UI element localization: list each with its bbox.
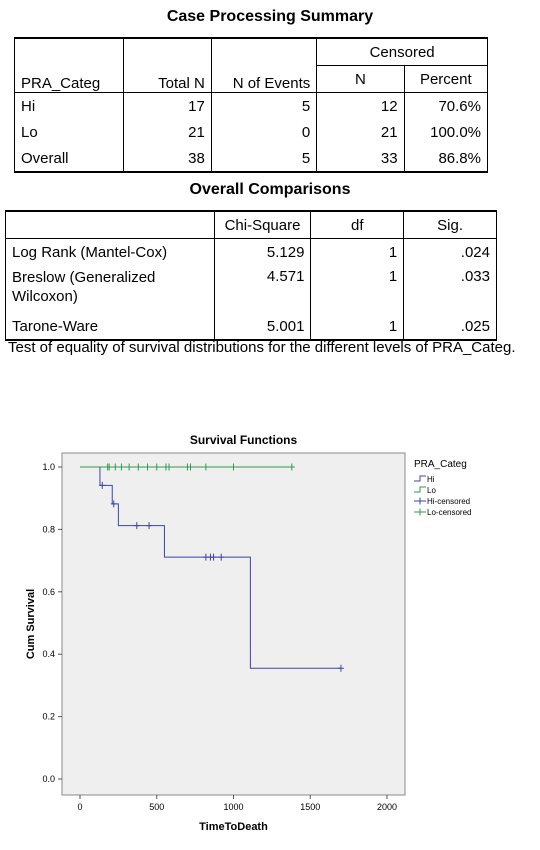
col-header-censored: Censored — [316, 37, 488, 66]
case-summary-header-row-2: N Percent — [15, 65, 489, 93]
col-header-df: df — [310, 210, 405, 239]
chart-title: Survival Functions — [190, 433, 298, 447]
cell-df: 1 — [310, 238, 405, 265]
y-tick-label: 0.2 — [42, 712, 55, 722]
survival-chart: Survival Functions 0.0 0.2 0.4 0.6 0.8 1.0 0 500… — [0, 425, 540, 845]
lo-censored-mark — [187, 463, 194, 471]
cell-df: 1 — [310, 265, 405, 313]
y-axis-label: Cum Survival — [25, 589, 37, 659]
hi-censored-mark — [218, 553, 225, 561]
row-label: Hi — [13, 92, 125, 119]
col-header-group: PRA_Categ — [13, 37, 125, 93]
lo-censored-mark — [112, 463, 119, 471]
lo-censored-mark — [135, 463, 142, 471]
table-row: Log Rank (Mantel-Cox) 5.129 1 .024 — [5, 238, 497, 265]
cell-chi: 5.001 — [213, 313, 312, 341]
case-summary-table: PRA_Categ Total N N of Events Censored N… — [13, 37, 489, 173]
cell-chi: 4.571 — [213, 265, 312, 313]
series-line-hi — [80, 466, 341, 669]
legend-swatch — [414, 486, 426, 493]
hi-censored-mark — [337, 664, 344, 672]
y-tick-label: 0.4 — [42, 649, 55, 659]
legend-swatch — [414, 508, 426, 516]
hi-censored-mark — [210, 553, 217, 561]
x-tick-label: 0 — [77, 802, 82, 812]
table-row: Overall 38 5 33 86.8% — [13, 145, 489, 173]
col-header-cens-n: N — [316, 65, 405, 93]
cell-total: 21 — [123, 119, 212, 145]
legend-entry: Hi-censored — [427, 497, 470, 506]
x-tick-label: 1000 — [223, 802, 243, 812]
cell-cens-pct: 70.6% — [403, 92, 489, 119]
lo-censored-mark — [288, 463, 295, 471]
row-label: Breslow (Generalized Wilcoxon) — [5, 265, 215, 313]
cell-cens-pct: 100.0% — [403, 119, 489, 145]
cell-cens-n: 33 — [316, 145, 405, 173]
table-row: Lo 21 0 21 100.0% — [13, 119, 489, 145]
y-tick-label: 0.0 — [42, 774, 55, 784]
row-label: Lo — [13, 119, 125, 145]
legend-entry: Hi — [427, 475, 435, 484]
plot-area — [61, 452, 406, 796]
col-header-total: Total N — [123, 37, 212, 93]
lo-censored-mark — [230, 463, 237, 471]
cell-cens-n: 21 — [316, 119, 405, 145]
lo-censored-mark — [166, 463, 173, 471]
x-axis-label: TimeToDeath — [199, 821, 268, 833]
cell-events: 5 — [210, 145, 318, 173]
lo-censored-mark — [106, 463, 113, 471]
lo-censored-mark — [153, 463, 160, 471]
table-row: Breslow (Generalized Wilcoxon) 4.571 1 .… — [5, 265, 497, 313]
case-summary-header-row-1: PRA_Categ Total N N of Events Censored — [13, 37, 488, 93]
lo-censored-mark — [202, 463, 209, 471]
col-header-cens-pct: Percent — [403, 65, 489, 93]
cell-df: 1 — [310, 313, 405, 341]
case-summary-title: Case Processing Summary — [166, 8, 374, 25]
hi-censored-mark — [146, 522, 153, 530]
cell-total: 17 — [123, 92, 212, 119]
col-header-chi: Chi-Square — [213, 210, 312, 239]
x-tick-label: 500 — [149, 802, 164, 812]
col-header-sig: Sig. — [403, 210, 497, 239]
comparisons-header-row: Chi-Square df Sig. — [5, 210, 497, 239]
cell-sig: .033 — [403, 265, 497, 313]
comparisons-title: Overall Comparisons — [189, 181, 351, 198]
hi-censored-mark — [133, 522, 140, 530]
y-tick-label: 0.6 — [42, 587, 55, 597]
col-header-empty — [5, 210, 215, 239]
row-label: Tarone-Ware — [5, 313, 215, 341]
cell-chi: 5.129 — [213, 238, 312, 265]
hi-censored-mark — [110, 500, 117, 508]
legend-swatch — [414, 497, 426, 505]
x-tick-label: 2000 — [377, 802, 397, 812]
y-tick-label: 0.8 — [42, 524, 55, 534]
x-tick-label: 1500 — [300, 802, 320, 812]
table-row: Tarone-Ware 5.001 1 .025 — [5, 313, 497, 341]
cell-events: 5 — [210, 92, 318, 119]
row-label: Log Rank (Mantel-Cox) — [5, 238, 215, 265]
legend-entry: Lo — [427, 486, 436, 495]
lo-censored-mark — [144, 463, 151, 471]
table-row: Hi 17 5 12 70.6% — [13, 92, 489, 119]
hi-censored-mark — [99, 481, 106, 489]
legend-swatch — [414, 475, 426, 482]
legend-entry: Lo-censored — [427, 508, 471, 517]
cell-cens-pct: 86.8% — [403, 145, 489, 173]
comparisons-table: Chi-Square df Sig. Log Rank (Mantel-Cox)… — [5, 210, 497, 341]
legend-title: PRA_Categ — [414, 459, 467, 470]
col-header-events: N of Events — [210, 37, 318, 93]
y-tick-label: 1.0 — [42, 462, 55, 472]
comparisons-footnote: Test of equality of survival distributio… — [8, 339, 516, 356]
lo-censored-mark — [118, 463, 125, 471]
lo-censored-mark — [126, 463, 133, 471]
cell-total: 38 — [123, 145, 212, 173]
row-label: Overall — [13, 145, 125, 173]
cell-sig: .024 — [403, 238, 497, 265]
survival-chart-svg: Survival Functions 0.0 0.2 0.4 0.6 0.8 1.0 0 500… — [25, 433, 471, 833]
cell-events: 0 — [210, 119, 318, 145]
cell-sig: .025 — [403, 313, 497, 341]
cell-cens-n: 12 — [316, 92, 405, 119]
